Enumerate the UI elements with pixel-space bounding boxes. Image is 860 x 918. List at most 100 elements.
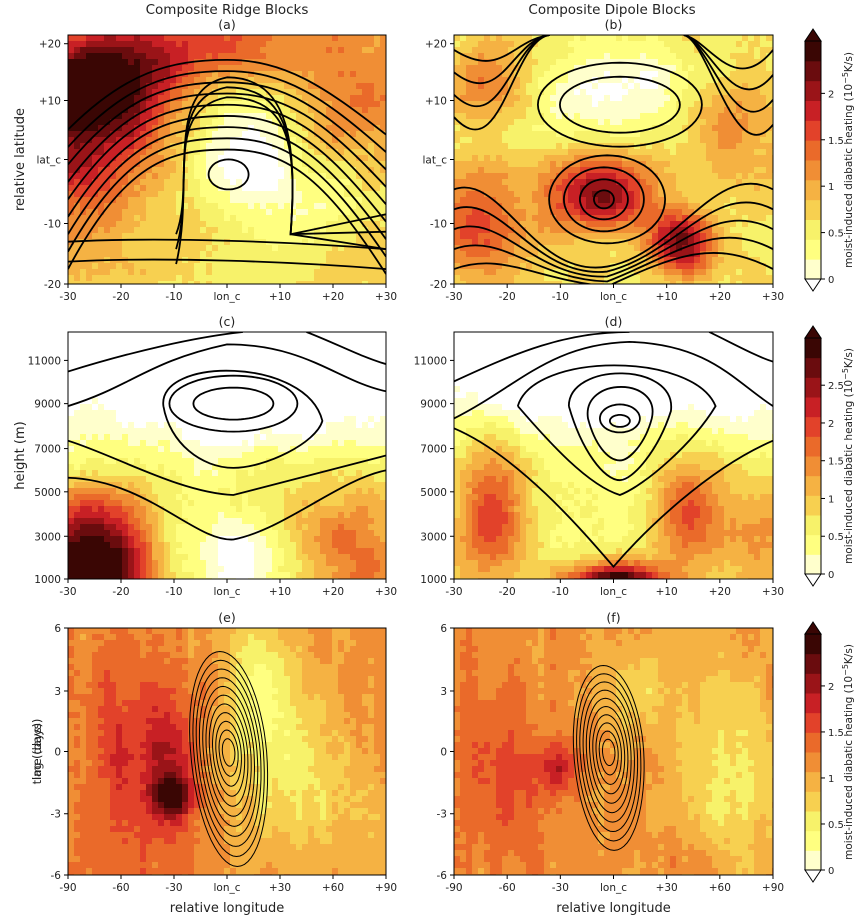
contour-line bbox=[592, 714, 626, 795]
x-tick-label: -10 bbox=[552, 586, 569, 598]
x-tick-label: +30 bbox=[762, 586, 784, 598]
colorbar-label: moist-induced diabatic heating (10−5K/s) bbox=[841, 348, 855, 564]
heatmap-f bbox=[454, 628, 773, 875]
colorbar-swatch bbox=[805, 732, 821, 753]
colorbar-tick-label: 1 bbox=[828, 774, 834, 785]
x-tick-label: -30 bbox=[445, 291, 462, 303]
colorbar-swatch bbox=[805, 653, 821, 674]
contour-line bbox=[68, 103, 386, 205]
y-tick-label: 7000 bbox=[34, 444, 61, 456]
colorbar-swatch bbox=[805, 80, 821, 101]
contour-line bbox=[215, 720, 242, 787]
x-tick-label: +60 bbox=[322, 882, 344, 894]
heatmap-c bbox=[68, 332, 386, 579]
colorbar-frame bbox=[804, 633, 822, 871]
colorbar-tick-label: 0.5 bbox=[828, 229, 844, 240]
colorbar-tick-label: 2 bbox=[828, 89, 834, 100]
colorbar-swatch bbox=[805, 160, 821, 181]
contour-line bbox=[592, 189, 615, 210]
contour-line bbox=[207, 158, 250, 191]
x-tick-label: -20 bbox=[112, 291, 129, 303]
contours-d bbox=[454, 332, 773, 569]
x-tick-label: +20 bbox=[322, 586, 344, 598]
x-tick-label: -90 bbox=[59, 882, 76, 894]
contour-line bbox=[68, 469, 386, 541]
contour-line bbox=[572, 664, 645, 851]
colorbar-tick-label: 0 bbox=[828, 275, 834, 286]
labels: -30 -20 -10 lon_c +10 +20 +30 -20 -10 lat_c +10 +20… bbox=[13, 2, 784, 916]
colorbar-tick-label: 2.5 bbox=[828, 381, 844, 392]
colorbar-swatch bbox=[805, 811, 821, 832]
colorbar-swatch bbox=[805, 41, 821, 62]
panel-label: (e) bbox=[218, 610, 235, 625]
y-tick-label: +20 bbox=[39, 39, 61, 51]
contours bbox=[68, 35, 773, 868]
contour-line bbox=[68, 92, 386, 188]
colorbar-tick-label: 1.5 bbox=[828, 457, 844, 468]
contour-line bbox=[68, 81, 386, 171]
contour-line bbox=[454, 332, 630, 383]
colorbar-swatch bbox=[805, 120, 821, 141]
colorbar-swatch bbox=[805, 554, 821, 575]
x-tick-label: -20 bbox=[499, 291, 516, 303]
colorbar-swatch bbox=[805, 534, 821, 555]
colorbar-swatch bbox=[805, 771, 821, 792]
y-tick-label: lat_c bbox=[423, 155, 448, 167]
y-tick-label: 5000 bbox=[34, 487, 61, 499]
contour-line bbox=[198, 677, 259, 837]
colorbar-swatch bbox=[805, 515, 821, 536]
panel-label: (c) bbox=[219, 314, 236, 329]
contour-line bbox=[708, 332, 773, 363]
x-tick-label: -30 bbox=[59, 586, 76, 598]
x-tick-label: -30 bbox=[445, 586, 462, 598]
axes bbox=[64, 34, 774, 879]
colorbar-swatch bbox=[805, 436, 821, 457]
y-tick-label: 3000 bbox=[420, 531, 447, 543]
colorbar-swatch bbox=[805, 693, 821, 714]
contour-line bbox=[192, 386, 275, 421]
y-tick-label: -10 bbox=[430, 218, 447, 230]
colorbar-swatch bbox=[805, 416, 821, 437]
contour-line bbox=[609, 414, 631, 428]
y-tick-label: -20 bbox=[44, 279, 61, 291]
y-tick-label: -6 bbox=[437, 870, 448, 882]
contour-line bbox=[68, 126, 386, 240]
y-tick-label: +10 bbox=[39, 95, 61, 107]
x-tick-label: +90 bbox=[375, 882, 397, 894]
colorbar-swatch bbox=[805, 712, 821, 733]
y-tick-label: 0 bbox=[440, 747, 447, 759]
contour-line bbox=[582, 689, 635, 823]
contour-line bbox=[68, 148, 386, 275]
colorbar-swatch bbox=[805, 495, 821, 516]
y-tick-label: 5000 bbox=[420, 487, 447, 499]
heatmaps bbox=[68, 35, 773, 875]
colorbar-swatch bbox=[805, 179, 821, 201]
y-axis-label: time (days) bbox=[30, 719, 44, 785]
panel-label: (f) bbox=[606, 610, 620, 625]
contour-line bbox=[585, 697, 632, 814]
x-tick-label: +20 bbox=[709, 291, 731, 303]
colorbar-swatch bbox=[805, 830, 821, 851]
x-tick-label: +10 bbox=[269, 291, 291, 303]
contour-line bbox=[598, 730, 619, 776]
contour-line bbox=[516, 364, 717, 496]
contours-f bbox=[572, 664, 645, 851]
x-tick-label: lon_c bbox=[600, 586, 627, 598]
y-axis-label: height (m) bbox=[13, 421, 28, 489]
contour-line bbox=[68, 238, 386, 251]
colorbars: 0 0.5 1 1.5 2 moist-induced diabatic heating … bbox=[804, 28, 855, 883]
contour-line bbox=[192, 659, 265, 858]
contours-b bbox=[454, 35, 773, 284]
colorbar-swatch bbox=[805, 338, 821, 359]
colorbar-swatch bbox=[805, 456, 821, 477]
colorbar-max-arrow bbox=[804, 621, 822, 635]
x-tick-label: -20 bbox=[499, 586, 516, 598]
colorbar-3: 0 0.5 1 1.5 2 moist-induced diabatic heating … bbox=[804, 621, 855, 883]
x-tick-label: -90 bbox=[445, 882, 462, 894]
y-tick-label: -10 bbox=[44, 218, 61, 230]
y-tick-label: -6 bbox=[51, 870, 62, 882]
colorbar-swatch bbox=[805, 259, 821, 280]
y-tick-label: 9000 bbox=[420, 399, 447, 411]
column-title-dipole: Composite Dipole Blocks bbox=[528, 2, 695, 18]
